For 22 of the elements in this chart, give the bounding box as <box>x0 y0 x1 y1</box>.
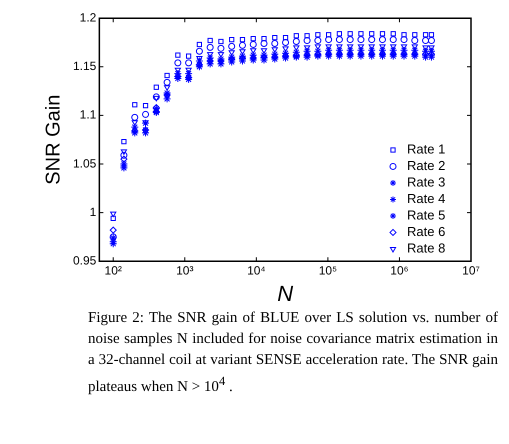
legend-label: Rate 8 <box>407 240 446 256</box>
x-tick-label: 10⁶ <box>390 264 409 278</box>
y-tick-label: 1.2 <box>80 10 97 25</box>
x-tick-label: 10⁴ <box>247 264 266 278</box>
caption: Figure 2: The SNR gain of BLUE over LS solution vs. number of noise samples N included for noise covariance matrix estimation in a 32-channel coil at variant SENSE acceleration rate. The SNR gain plateaus when N > 10$^{4}$ . <box>88 309 498 397</box>
x-tick-label: 10⁵ <box>318 264 338 278</box>
y-tick-label: 1.1 <box>80 108 97 122</box>
y-tick-label: 1.15 <box>72 59 97 74</box>
x-tick-label: 10⁷ <box>462 264 480 278</box>
legend-label: Rate 6 <box>407 224 446 240</box>
x-tick-label: 10² <box>104 264 122 278</box>
y-tick-label: 1 <box>90 204 97 219</box>
legend-label: Rate 1 <box>407 142 446 157</box>
legend-label: Rate 2 <box>407 158 446 174</box>
legend-label: Rate 3 <box>407 174 446 190</box>
legend-label: Rate 5 <box>407 208 446 223</box>
legend-label: Rate 4 <box>407 191 446 206</box>
x-tick-label: 10³ <box>176 264 194 278</box>
x-axis-title: N <box>277 280 294 306</box>
y-axis-title: SNR Gain <box>42 94 65 185</box>
y-tick-label: 0.95 <box>72 254 97 268</box>
y-tick-label: 1.05 <box>72 156 97 170</box>
